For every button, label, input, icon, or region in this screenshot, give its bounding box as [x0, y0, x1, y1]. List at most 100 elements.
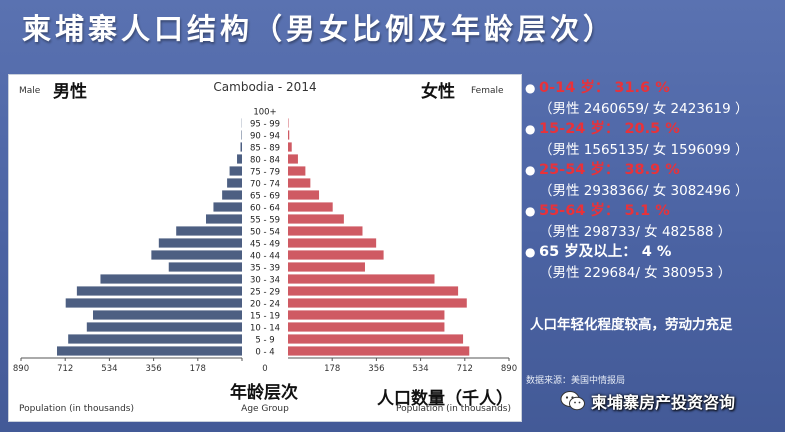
x-tick-label: 712	[457, 364, 473, 374]
bar-male	[57, 346, 243, 356]
bar-female	[288, 346, 470, 356]
page-title: 柬埔寨人口结构（男女比例及年龄层次）	[22, 12, 617, 46]
bar-female	[288, 154, 298, 164]
x-tick-label: 356	[145, 364, 161, 374]
bar-female	[288, 166, 306, 176]
bar-female	[288, 178, 311, 188]
bar-female	[288, 238, 377, 248]
bar-female	[288, 262, 365, 272]
bar-female	[288, 298, 467, 308]
age-tick-label: 60 - 64	[250, 204, 280, 214]
stat-item: ● 25-54 岁： 38.9 % （男性 2938366/ 女 3082496 …	[525, 160, 785, 201]
pyramid-chart-svg: 100+ 95 - 99 90 - 94 85 - 89 80 - 84 75 - 79 7…	[13, 80, 517, 414]
stats-list: ● 0-14 岁： 31.6 % （男性 2460659/ 女 2423619 ）…	[525, 78, 785, 283]
watermark-text: 柬埔寨房产投资咨询	[591, 393, 736, 412]
stat-sub: （男性 2938366/ 女 3082496 ）	[539, 183, 749, 199]
bar-male	[213, 202, 242, 212]
stat-item: ● 0-14 岁： 31.6 % （男性 2460659/ 女 2423619 ）	[525, 78, 785, 119]
x-tick-label: 356	[368, 364, 384, 374]
bar-female	[288, 334, 464, 344]
bar-female	[288, 130, 290, 140]
bar-male	[76, 286, 242, 296]
bar-female	[288, 226, 363, 236]
xlabel-left: Population (in thousands)	[19, 404, 134, 414]
age-tick-label: 75 - 79	[250, 168, 280, 178]
bar-female	[288, 190, 320, 200]
watermark: 柬埔寨房产投资咨询	[560, 386, 778, 416]
bar-female	[288, 274, 435, 284]
xlabel-right: Population (in thousands)	[396, 404, 511, 414]
bullet-icon: ●	[525, 122, 536, 136]
female-label-cn: 女性	[421, 81, 455, 102]
stat-sub: （男性 229684/ 女 380953 ）	[539, 265, 732, 281]
bar-male	[168, 262, 242, 272]
age-tick-label: 100+	[253, 108, 276, 118]
age-tick-label: 70 - 74	[250, 180, 280, 190]
stat-sub: （男性 1565135/ 女 1596099 ）	[539, 142, 749, 158]
stat-head: 0-14 岁： 31.6 %	[539, 80, 670, 96]
age-tick-label: 15 - 19	[250, 312, 280, 322]
age-tick-label: 40 - 44	[250, 252, 280, 262]
bar-female	[288, 322, 445, 332]
age-tick-label: 50 - 54	[250, 228, 280, 238]
stat-sub: （男性 2460659/ 女 2423619 ）	[539, 101, 749, 117]
bar-male	[176, 226, 242, 236]
stat-head: 25-54 岁： 38.9 %	[539, 162, 680, 178]
bar-male	[227, 178, 242, 188]
bar-male	[240, 142, 242, 152]
bar-male	[158, 238, 242, 248]
x-tick-label: 178	[190, 364, 206, 374]
bar-male	[229, 166, 242, 176]
stat-item: ● 55-64 岁： 5.1 % （男性 298733/ 女 482588 ）	[525, 201, 785, 242]
bar-female	[288, 310, 445, 320]
wechat-icon	[560, 390, 586, 412]
x-tick-label: 178	[324, 364, 340, 374]
age-tick-label: 45 - 49	[250, 240, 280, 250]
bar-male	[68, 334, 242, 344]
bar-male	[205, 214, 242, 224]
bar-female	[288, 142, 292, 152]
stat-sub: （男性 298733/ 女 482588 ）	[539, 224, 732, 240]
age-tick-label: 35 - 39	[250, 264, 280, 274]
center-label-cn: 年龄层次	[230, 382, 298, 403]
bar-female	[288, 286, 459, 296]
female-label-en: Female	[471, 86, 504, 96]
chart-title: Cambodia - 2014	[213, 80, 316, 94]
age-tick-label: 80 - 84	[250, 156, 280, 166]
bar-male	[237, 154, 242, 164]
bar-male	[100, 274, 243, 284]
x-tick-label: 712	[57, 364, 73, 374]
x-tick-label: 890	[13, 364, 29, 374]
age-tick-label: 20 - 24	[250, 300, 280, 310]
stat-head: 65 岁及以上： 4 %	[539, 244, 672, 260]
bullet-icon: ●	[525, 204, 536, 218]
bar-female	[288, 202, 333, 212]
bar-female	[288, 214, 344, 224]
bullet-icon: ●	[525, 245, 536, 259]
age-tick-label: 5 - 9	[255, 336, 274, 346]
bar-male	[65, 298, 242, 308]
pyramid-chart: 100+ 95 - 99 90 - 94 85 - 89 80 - 84 75 - 79 7…	[8, 74, 522, 422]
age-tick-label: 85 - 89	[250, 144, 280, 154]
age-tick-label: 90 - 94	[250, 132, 280, 142]
bullet-icon: ●	[525, 163, 536, 177]
bar-male	[93, 310, 243, 320]
xlabel-cn: 人口数量（千人）	[377, 388, 513, 409]
stat-item: ● 65 岁及以上： 4 % （男性 229684/ 女 380953 ）	[525, 242, 785, 283]
age-tick-label: 25 - 29	[250, 288, 280, 298]
age-tick-label: 30 - 34	[250, 276, 280, 286]
center-label: Age Group	[241, 404, 289, 414]
stat-head: 15-24 岁： 20.5 %	[539, 121, 680, 137]
bar-female	[288, 250, 384, 260]
stat-item: ● 15-24 岁： 20.5 % （男性 1565135/ 女 1596099 …	[525, 119, 785, 160]
age-tick-label: 55 - 59	[250, 216, 280, 226]
age-tick-label: 10 - 14	[250, 324, 280, 334]
age-tick-label: 95 - 99	[250, 120, 280, 130]
bar-male	[151, 250, 242, 260]
stat-head: 55-64 岁： 5.1 %	[539, 203, 670, 219]
bar-male	[222, 190, 242, 200]
data-source: 数据来源：美国中情报局	[526, 376, 626, 386]
x-tick-label: 534	[101, 364, 117, 374]
x-tick-label: 0	[262, 364, 267, 374]
bullet-icon: ●	[525, 81, 536, 95]
